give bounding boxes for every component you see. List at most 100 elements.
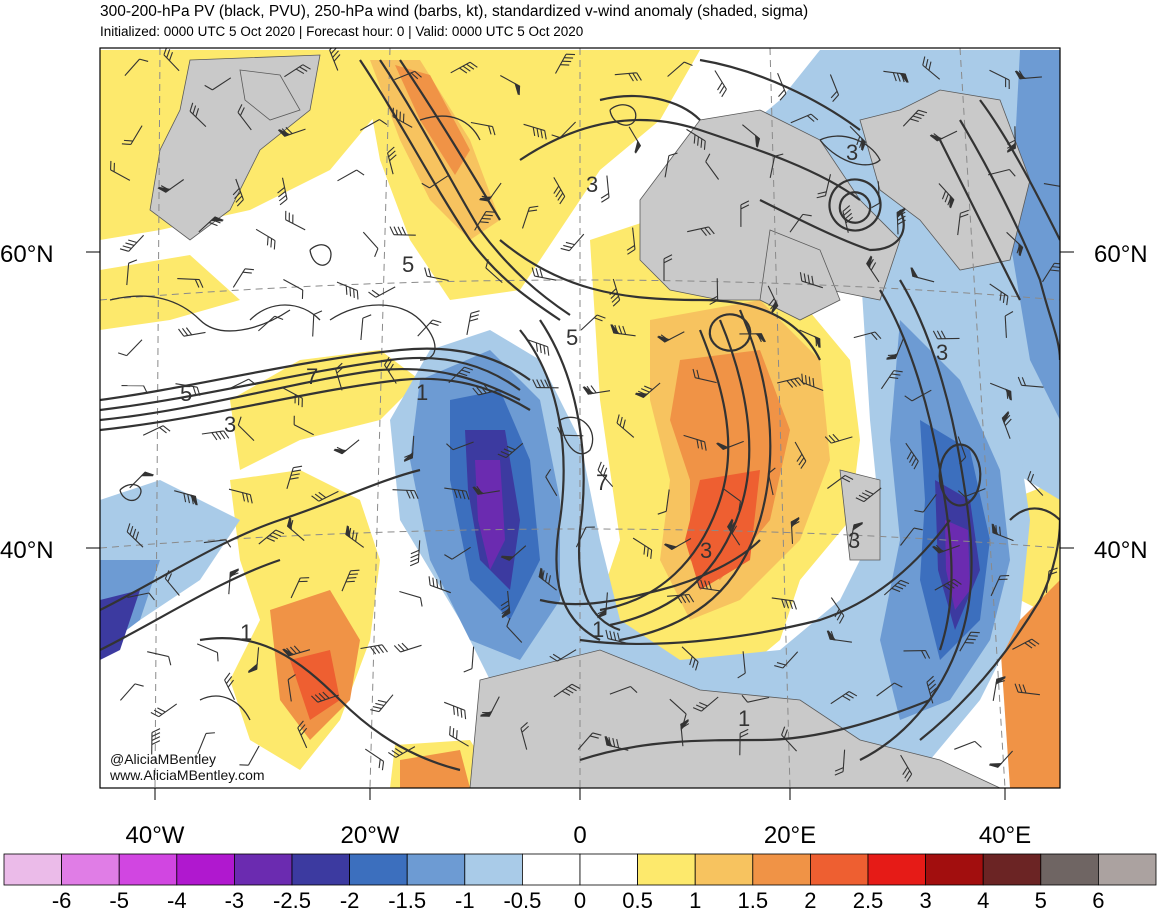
wind-barb	[959, 631, 980, 652]
wind-barb	[957, 488, 986, 498]
wind-barb	[417, 319, 442, 337]
wind-barb	[922, 56, 941, 80]
colorbar-swatch	[1040, 853, 1099, 886]
wind-barb	[124, 58, 149, 76]
colorbar-label: -6	[52, 888, 72, 912]
wind-barb	[282, 645, 311, 657]
contour-label: 7	[306, 364, 318, 389]
wind-barb	[1017, 376, 1044, 388]
wind-barb	[896, 207, 906, 235]
contour-label: 1	[738, 706, 750, 731]
wind-barb	[737, 651, 746, 679]
wind-barb	[333, 439, 360, 455]
wind-barb	[991, 523, 1014, 542]
wind-barb	[198, 216, 224, 233]
wind-barb	[824, 433, 853, 444]
wind-barb	[582, 385, 611, 395]
wind-barb	[826, 630, 852, 643]
wind-barb	[142, 425, 171, 436]
wind-barb	[293, 415, 314, 436]
wind-barb	[387, 146, 397, 175]
wind-barb	[500, 590, 511, 619]
wind-barb	[470, 121, 496, 136]
wind-barb	[1004, 311, 1014, 338]
colorbar-label: 6	[1092, 888, 1104, 912]
colorbar-swatch	[233, 853, 293, 886]
wind-barb	[1006, 126, 1016, 153]
wind-barb	[853, 331, 882, 341]
wind-barb	[389, 226, 416, 236]
wind-barb	[905, 442, 919, 470]
wind-barb	[886, 337, 905, 360]
lat-label-left: 60°N	[0, 241, 54, 268]
wind-barb	[614, 72, 642, 82]
colorbar-swatch	[349, 853, 408, 886]
wind-barb	[336, 281, 359, 300]
wind-barb	[771, 597, 797, 610]
wind-barb	[444, 487, 470, 500]
wind-barb	[560, 233, 585, 252]
lat-label-right: 40°N	[1094, 537, 1148, 564]
wind-barb	[990, 575, 1010, 597]
wind-barb	[938, 183, 955, 209]
wind-barb	[446, 441, 474, 451]
wind-barb	[597, 592, 608, 619]
wind-barb	[794, 441, 807, 469]
wind-barb	[127, 592, 155, 601]
wind-barb	[177, 278, 204, 288]
wind-barb	[849, 126, 866, 151]
wind-barb	[337, 169, 365, 182]
wind-barb	[883, 70, 909, 83]
wind-barb	[290, 577, 310, 599]
colorbar-swatch	[579, 853, 638, 886]
colorbar-label: -2	[340, 888, 360, 912]
wind-barb	[500, 75, 521, 96]
wind-barb	[228, 378, 257, 390]
wind-barb	[277, 126, 306, 137]
wind-barb	[277, 177, 288, 206]
wind-barb	[767, 467, 776, 496]
wind-barb	[239, 745, 260, 766]
wind-barb	[989, 382, 1012, 401]
colorbar-swatch	[752, 853, 811, 886]
wind-barb	[681, 646, 699, 671]
wind-barb	[248, 647, 260, 673]
contour-label: 5	[402, 252, 414, 277]
wind-barb	[360, 119, 388, 131]
wind-barb	[485, 259, 503, 284]
wind-barb	[799, 329, 821, 348]
wind-barb	[549, 649, 577, 662]
colorbar-swatch	[925, 853, 984, 886]
wind-barb	[500, 545, 527, 561]
wind-barb	[683, 434, 707, 451]
wind-barb	[232, 178, 244, 207]
wind-barb	[129, 471, 154, 489]
lon-label: 40°W	[126, 822, 185, 849]
wind-barb	[657, 331, 685, 343]
wind-barb	[399, 590, 423, 607]
wind-barb	[232, 268, 254, 288]
wind-barb	[769, 153, 784, 179]
contour-label: 1	[240, 620, 252, 645]
wind-barb	[777, 377, 805, 388]
contour-label: 3	[848, 528, 860, 553]
contour-label: 5	[180, 381, 192, 406]
wind-barb	[767, 285, 779, 314]
wind-barb	[876, 682, 903, 697]
credit-handle: @AliciaMBentley	[110, 751, 217, 767]
wind-barb	[538, 567, 557, 591]
wind-barb	[228, 488, 253, 504]
wind-barb	[388, 746, 416, 758]
wind-barb	[368, 286, 396, 298]
wind-barb	[409, 540, 421, 567]
colorbar-label: 4	[977, 888, 989, 912]
wind-barb	[163, 48, 180, 72]
wind-barb	[228, 568, 239, 595]
wind-barb	[686, 128, 706, 150]
wind-barb	[287, 674, 296, 702]
wind-barb	[444, 701, 467, 720]
contour-labels: 3 3 5 5 5 7 3 1 7 3 1 3 1 1 3	[180, 140, 948, 731]
wind-barb	[883, 579, 910, 596]
wind-barb	[197, 732, 215, 755]
colorbar-label: -0.5	[503, 888, 541, 912]
